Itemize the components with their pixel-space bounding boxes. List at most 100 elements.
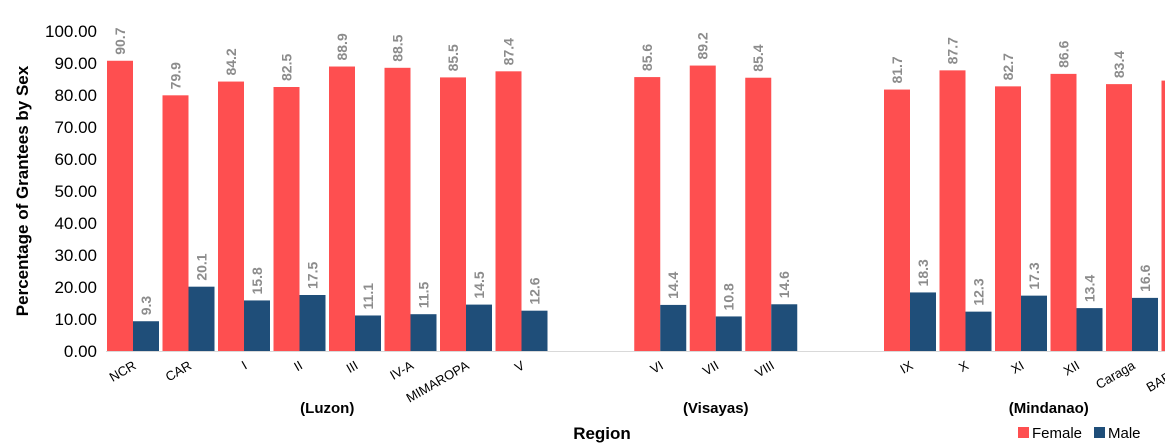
male-bar: [910, 292, 936, 351]
x-tick-label: VIII: [752, 358, 776, 381]
male-bar: [715, 316, 742, 351]
x-tick-label: II: [291, 358, 305, 375]
data-label: 87.4: [501, 38, 517, 65]
data-label: 82.5: [279, 54, 295, 81]
female-bar: [1050, 73, 1077, 351]
y-tick-label: 50.00: [54, 182, 97, 201]
x-tick-label: VI: [648, 358, 666, 377]
data-label: 9.3: [138, 296, 154, 316]
data-label: 79.9: [168, 62, 184, 89]
x-tick-label: MIMAROPA: [404, 357, 472, 405]
female-bar: [107, 60, 133, 351]
male-bar: [965, 311, 992, 351]
male-bar: [521, 310, 548, 351]
female-bar: [634, 77, 661, 351]
data-label: 84.2: [223, 48, 239, 75]
data-label: 85.4: [750, 44, 766, 71]
data-label: 13.4: [1082, 275, 1098, 302]
legend-entry: Male: [1108, 425, 1141, 442]
data-label: 85.5: [445, 44, 461, 71]
female-bar: [273, 87, 300, 351]
x-tick-label: IV-A: [387, 357, 416, 382]
data-label: 85.6: [639, 44, 655, 71]
male-bar: [188, 286, 215, 351]
data-label: 16.6: [1137, 264, 1153, 291]
data-label: 90.7: [112, 27, 128, 54]
x-tick-label: CAR: [163, 358, 194, 385]
bar-series: 90.7 9.3 79.9 20.1 84.2 15.8 82.5 17.5 88.9 11.1 8…: [107, 27, 1165, 352]
female-bar: [745, 77, 772, 351]
male-bar: [1076, 308, 1103, 351]
x-tick-label: NCR: [107, 358, 139, 385]
female-bar: [329, 66, 355, 352]
male-bar: [244, 300, 270, 351]
female-bar: [440, 77, 466, 352]
female-bar: [384, 67, 411, 352]
x-tick-label: IX: [897, 357, 915, 376]
female-bar: [995, 86, 1021, 352]
male-bar: [466, 304, 492, 351]
female-bar: [884, 89, 910, 351]
male-bar: [133, 321, 159, 351]
data-label: 17.5: [305, 262, 321, 289]
female-bar: [689, 65, 716, 351]
data-label: 18.3: [915, 259, 931, 286]
data-label: 12.6: [527, 277, 543, 304]
data-label: 12.3: [971, 278, 987, 305]
data-label: 89.2: [695, 32, 711, 59]
x-tick-label: III: [344, 358, 361, 376]
data-label: 14.5: [471, 271, 487, 298]
male-bar: [660, 304, 687, 351]
data-label: 88.5: [390, 34, 406, 61]
region-group-label: (Luzon): [300, 400, 354, 417]
data-label: 88.9: [334, 33, 350, 60]
x-tick-label: XII: [1061, 358, 1082, 379]
x-axis-title: Region: [573, 424, 631, 443]
y-tick-label: 80.00: [54, 86, 97, 105]
data-label: 87.7: [945, 37, 961, 64]
y-tick-label: 90.00: [54, 54, 97, 73]
data-label: 82.7: [1000, 53, 1016, 80]
data-label: 10.8: [721, 283, 737, 310]
female-bar: [939, 70, 966, 352]
y-tick-label: 70.00: [54, 118, 97, 137]
data-label: 83.4: [1111, 51, 1127, 78]
data-label: 86.6: [1056, 40, 1072, 67]
legend-entry: Female: [1032, 425, 1082, 442]
y-tick-label: 0.00: [64, 342, 97, 361]
data-label: 11.5: [416, 282, 432, 309]
x-tick-label: XI: [1008, 358, 1026, 377]
male-bar: [1132, 297, 1158, 351]
region-group-label: (Mindanao): [1009, 400, 1089, 417]
x-tick-label: VII: [700, 358, 721, 379]
female-bar: [495, 71, 522, 351]
data-label: 17.3: [1026, 262, 1042, 289]
x-tick-label: Caraga: [1093, 357, 1138, 392]
x-tick-label: V: [512, 357, 527, 374]
data-label: 15.8: [249, 267, 265, 294]
y-tick-label: 40.00: [54, 214, 97, 233]
region-group-label: (Visayas): [683, 400, 749, 417]
data-label: 14.6: [776, 271, 792, 298]
male-bar: [771, 304, 798, 351]
y-axis-title: Percentage of Grantees by Sex: [13, 65, 32, 316]
male-bar: [1021, 295, 1047, 351]
male-bar: [410, 314, 437, 351]
data-label: 11.1: [360, 283, 376, 310]
male-bar: [355, 315, 381, 351]
male-bar: [299, 295, 326, 351]
x-tick-label: I: [239, 358, 250, 373]
y-tick-label: 60.00: [54, 150, 97, 169]
y-tick-label: 20.00: [54, 278, 97, 297]
data-label: 20.1: [194, 253, 210, 280]
female-bar: [1161, 80, 1165, 351]
female-bar: [162, 95, 189, 351]
y-axis: 0.00 10.00 20.00 30.00 40.00 50.00 60.00 70.00 8…: [45, 22, 97, 361]
data-label: 14.4: [665, 271, 681, 298]
y-tick-label: 10.00: [54, 310, 97, 329]
y-tick-label: 30.00: [54, 246, 97, 265]
female-bar: [218, 81, 244, 351]
female-bar: [1106, 84, 1132, 352]
